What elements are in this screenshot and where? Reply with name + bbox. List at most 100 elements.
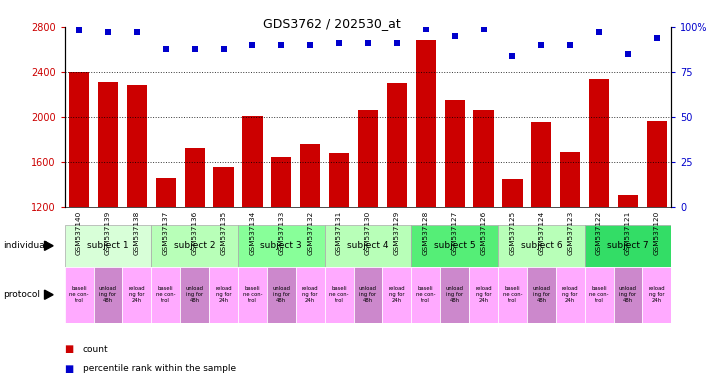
Bar xyxy=(156,178,176,207)
Bar xyxy=(93,267,122,323)
Text: baseli
ne con-
trol: baseli ne con- trol xyxy=(503,286,522,303)
Text: GSM537132: GSM537132 xyxy=(307,211,313,255)
Text: GSM537133: GSM537133 xyxy=(279,211,284,255)
Bar xyxy=(527,267,556,323)
Text: reload
ng for
24h: reload ng for 24h xyxy=(215,286,232,303)
Bar xyxy=(614,267,643,323)
Text: GSM537127: GSM537127 xyxy=(452,211,457,255)
Text: subject 1: subject 1 xyxy=(87,241,129,250)
Bar xyxy=(329,153,349,207)
Text: subject 7: subject 7 xyxy=(607,241,649,250)
Text: unload
ing for
48h: unload ing for 48h xyxy=(532,286,550,303)
Text: GSM537120: GSM537120 xyxy=(654,211,660,255)
Text: baseli
ne con-
trol: baseli ne con- trol xyxy=(330,286,349,303)
Text: GSM537131: GSM537131 xyxy=(336,211,342,255)
Bar xyxy=(411,267,440,323)
Bar xyxy=(503,179,523,207)
Text: reload
ng for
24h: reload ng for 24h xyxy=(388,286,405,303)
Bar xyxy=(589,79,609,207)
Text: unload
ing for
48h: unload ing for 48h xyxy=(272,286,290,303)
Text: unload
ing for
48h: unload ing for 48h xyxy=(619,286,637,303)
Bar xyxy=(238,267,267,323)
Text: baseli
ne con-
trol: baseli ne con- trol xyxy=(156,286,175,303)
Text: GSM537138: GSM537138 xyxy=(134,211,140,255)
Bar xyxy=(213,167,233,207)
Text: GSM537130: GSM537130 xyxy=(365,211,371,255)
Bar xyxy=(469,267,498,323)
Polygon shape xyxy=(45,290,53,300)
Text: ■: ■ xyxy=(65,344,74,354)
Text: unload
ing for
48h: unload ing for 48h xyxy=(446,286,464,303)
Text: GSM537140: GSM537140 xyxy=(76,211,82,255)
Text: reload
ng for
24h: reload ng for 24h xyxy=(302,286,319,303)
Text: subject 4: subject 4 xyxy=(348,241,388,250)
Text: GSM537128: GSM537128 xyxy=(423,211,429,255)
Text: ■: ■ xyxy=(65,364,74,374)
Text: count: count xyxy=(83,345,108,354)
Text: percentile rank within the sample: percentile rank within the sample xyxy=(83,364,236,373)
Text: subject 2: subject 2 xyxy=(174,241,215,250)
Text: GDS3762 / 202530_at: GDS3762 / 202530_at xyxy=(264,17,401,30)
Bar xyxy=(358,110,378,207)
Bar xyxy=(647,121,667,207)
Bar xyxy=(296,267,325,323)
Bar xyxy=(98,82,118,207)
Text: reload
ng for
24h: reload ng for 24h xyxy=(648,286,665,303)
Bar xyxy=(238,225,325,267)
Bar xyxy=(498,225,584,267)
Bar xyxy=(65,267,93,323)
Bar xyxy=(643,267,671,323)
Bar xyxy=(180,267,209,323)
Bar xyxy=(242,116,263,207)
Bar xyxy=(271,157,292,207)
Text: subject 3: subject 3 xyxy=(261,241,302,250)
Bar xyxy=(416,40,436,207)
Bar xyxy=(584,267,614,323)
Text: GSM537121: GSM537121 xyxy=(625,211,631,255)
Bar xyxy=(411,225,498,267)
Text: baseli
ne con-
trol: baseli ne con- trol xyxy=(243,286,262,303)
Bar xyxy=(618,195,638,207)
Bar xyxy=(325,225,411,267)
Bar xyxy=(267,267,296,323)
Text: subject 5: subject 5 xyxy=(434,241,475,250)
Text: GSM537123: GSM537123 xyxy=(567,211,573,255)
Text: protocol: protocol xyxy=(4,290,41,299)
Text: baseli
ne con-
trol: baseli ne con- trol xyxy=(589,286,609,303)
Text: GSM537129: GSM537129 xyxy=(394,211,400,255)
Bar xyxy=(383,267,411,323)
Text: GSM537136: GSM537136 xyxy=(192,211,197,255)
Bar xyxy=(440,267,469,323)
Text: reload
ng for
24h: reload ng for 24h xyxy=(562,286,579,303)
Text: unload
ing for
48h: unload ing for 48h xyxy=(186,286,204,303)
Text: GSM537137: GSM537137 xyxy=(163,211,169,255)
Text: GSM537134: GSM537134 xyxy=(249,211,256,255)
Bar xyxy=(531,122,551,207)
Bar xyxy=(560,152,580,207)
Bar xyxy=(65,225,151,267)
Text: baseli
ne con-
trol: baseli ne con- trol xyxy=(70,286,89,303)
Text: reload
ng for
24h: reload ng for 24h xyxy=(129,286,145,303)
Text: individual: individual xyxy=(4,241,48,250)
Text: unload
ing for
48h: unload ing for 48h xyxy=(359,286,377,303)
Bar xyxy=(498,267,527,323)
Bar xyxy=(122,267,151,323)
Bar xyxy=(444,100,465,207)
Bar xyxy=(556,267,584,323)
Bar xyxy=(473,110,494,207)
Text: GSM537125: GSM537125 xyxy=(510,211,516,255)
Bar xyxy=(185,147,205,207)
Bar xyxy=(151,267,180,323)
Text: GSM537122: GSM537122 xyxy=(596,211,602,255)
Bar xyxy=(69,73,89,207)
Polygon shape xyxy=(45,241,53,250)
Bar xyxy=(127,85,147,207)
Text: GSM537126: GSM537126 xyxy=(480,211,487,255)
Bar xyxy=(151,225,238,267)
Bar xyxy=(387,83,407,207)
Text: baseli
ne con-
trol: baseli ne con- trol xyxy=(416,286,436,303)
Text: GSM537135: GSM537135 xyxy=(220,211,226,255)
Bar xyxy=(325,267,353,323)
Bar xyxy=(209,267,238,323)
Text: reload
ng for
24h: reload ng for 24h xyxy=(475,286,492,303)
